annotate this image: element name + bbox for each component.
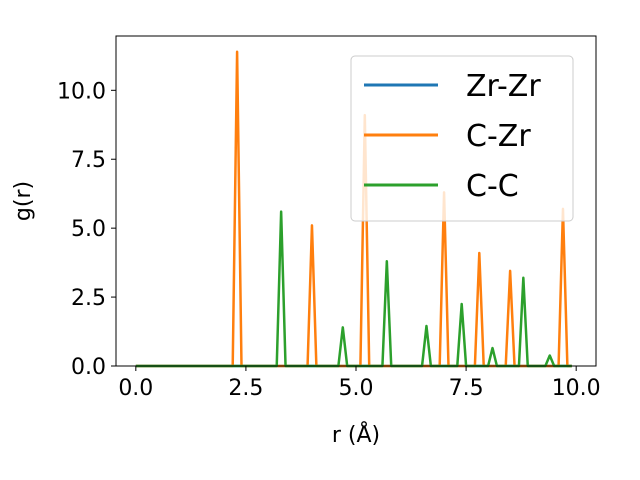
x-axis-label: r (Å)	[332, 421, 380, 448]
x-tick-label: 2.5	[228, 376, 263, 401]
tick-layer: 0.0 2.5 5.0 7.5 10.0 0.0 2.5 5.0 7.5 10.0	[57, 79, 601, 401]
legend-label-c-c: C-C	[466, 169, 519, 204]
x-tick-label: 7.5	[449, 376, 484, 401]
x-tick-label: 0.0	[118, 376, 153, 401]
legend: Zr-Zr C-Zr C-C	[350, 55, 574, 222]
legend-label-c-zr: C-Zr	[466, 119, 531, 154]
y-axis-label: g(r)	[11, 181, 36, 221]
x-tick-label: 5.0	[339, 376, 374, 401]
y-tick-label: 10.0	[57, 79, 106, 104]
y-tick-label: 2.5	[71, 286, 106, 311]
y-tick-label: 7.5	[71, 148, 106, 173]
y-tick-label: 5.0	[71, 217, 106, 242]
y-tick-label: 0.0	[71, 355, 106, 380]
legend-box	[350, 55, 574, 222]
x-tick-label: 10.0	[552, 376, 601, 401]
legend-label-zr-zr: Zr-Zr	[466, 69, 541, 104]
